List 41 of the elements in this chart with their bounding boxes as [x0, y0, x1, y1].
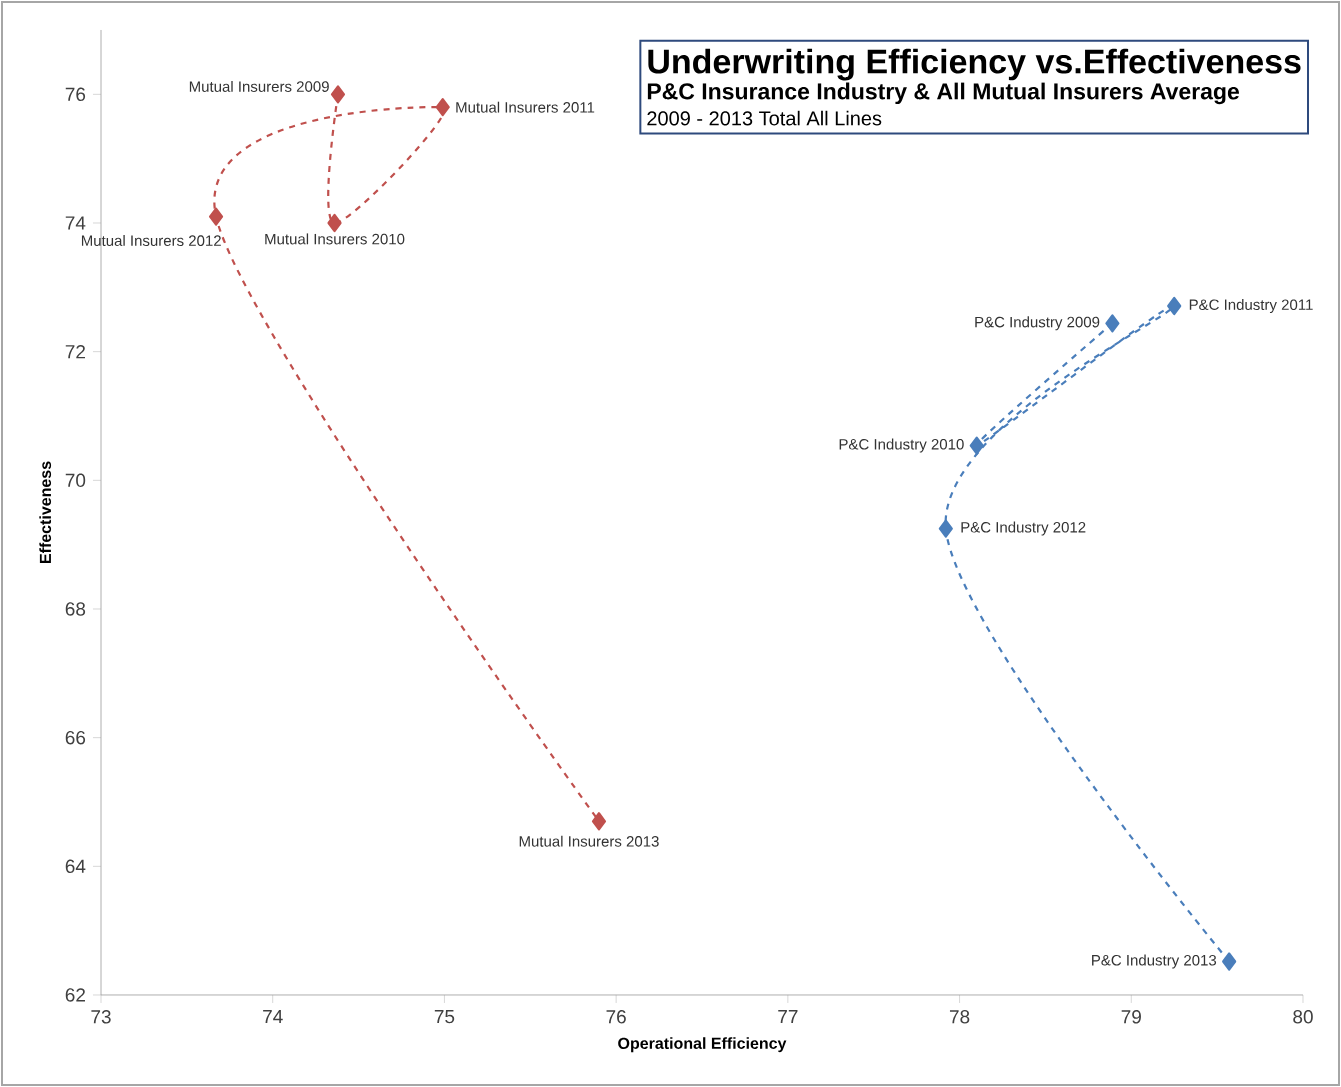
- x-tick-label: 75: [434, 1010, 455, 1024]
- y-tick-label: 64: [65, 859, 86, 874]
- x-axis-title: Operational Efficiency: [618, 1037, 787, 1053]
- y-tick-label: 62: [65, 988, 85, 1002]
- point: [969, 436, 984, 455]
- text: Underwriting Efficiency vs.Effectiveness: [648, 48, 1301, 81]
- y-tick-label: 68: [65, 602, 86, 616]
- annotation: P&C Industry 2010: [839, 438, 964, 453]
- point: [330, 85, 346, 104]
- point: [435, 98, 450, 117]
- y-tick-label: 66: [65, 730, 86, 745]
- point: [1222, 952, 1237, 971]
- point: [208, 207, 224, 226]
- annotation: Mutual Insurers 2010: [265, 233, 405, 245]
- point: [1167, 296, 1182, 316]
- annotation: P&C Industry 2009: [975, 316, 1100, 331]
- y-tick-label: 70: [65, 473, 86, 488]
- point: [938, 519, 953, 538]
- annotation: P&C Industry 2013: [1092, 954, 1217, 969]
- x-tick-label: 76: [606, 1010, 626, 1024]
- y-tick-label: 74: [65, 216, 86, 230]
- annotation: Mutual Insurers 2013: [519, 835, 659, 847]
- annotation: P&C Industry 2011: [1189, 299, 1313, 313]
- y-tick-label: 76: [65, 87, 86, 102]
- y-tick-label: 72: [65, 345, 85, 359]
- annotation: 2009 - 2013 Total All Lines: [647, 110, 882, 126]
- x-tick-label: 73: [91, 1010, 111, 1024]
- x-tick-label: 80: [1293, 1010, 1313, 1024]
- point: [591, 812, 607, 831]
- x-tick-label: 78: [949, 1010, 970, 1024]
- point: [327, 213, 342, 233]
- text: P&C Insurance Industry & All Mutual Insurers Average: [647, 82, 1240, 105]
- annotation: Mutual Insurers 2012: [81, 234, 221, 246]
- x-tick-label: 79: [1121, 1010, 1141, 1024]
- annotation: P&C Industry 2012: [961, 521, 1086, 536]
- annotation: Mutual Insurers 2009: [189, 80, 329, 92]
- point: [1105, 314, 1120, 333]
- y-axis-title: Effectiveness: [39, 461, 52, 563]
- x-tick-label: 74: [263, 1010, 283, 1024]
- x-tick-label: 77: [778, 1010, 798, 1024]
- annotation: Mutual Insurers 2011: [456, 101, 595, 113]
